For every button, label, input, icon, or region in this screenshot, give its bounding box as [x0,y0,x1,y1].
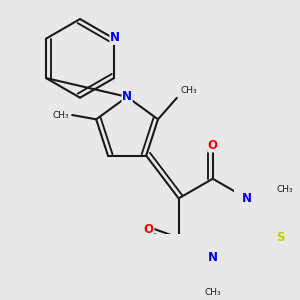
Text: N: N [242,192,252,205]
Text: N: N [122,90,132,104]
Text: N: N [110,31,120,44]
Text: CH₃: CH₃ [277,185,293,194]
Text: S: S [276,231,284,244]
Text: O: O [208,139,218,152]
Text: CH₃: CH₃ [52,110,69,119]
Text: CH₃: CH₃ [180,85,197,94]
Text: N: N [208,251,218,264]
Text: CH₃: CH₃ [204,288,221,297]
Text: O: O [144,223,154,236]
